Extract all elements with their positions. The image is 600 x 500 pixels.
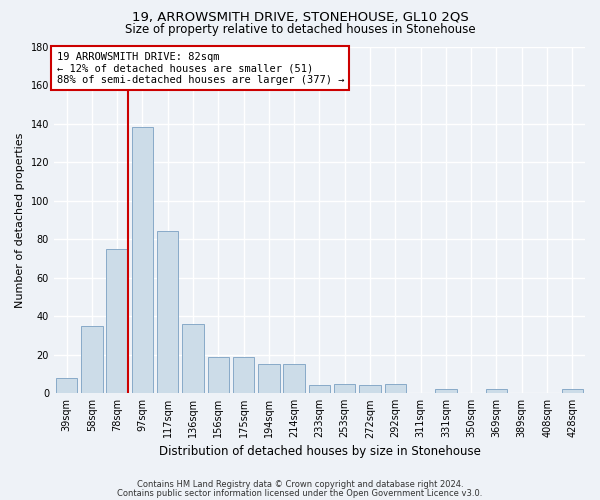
Bar bbox=[106, 248, 128, 393]
Bar bbox=[435, 390, 457, 393]
Bar bbox=[486, 390, 507, 393]
Bar bbox=[233, 356, 254, 393]
Bar bbox=[562, 390, 583, 393]
Text: Size of property relative to detached houses in Stonehouse: Size of property relative to detached ho… bbox=[125, 22, 475, 36]
Text: Contains public sector information licensed under the Open Government Licence v3: Contains public sector information licen… bbox=[118, 488, 482, 498]
Y-axis label: Number of detached properties: Number of detached properties bbox=[15, 132, 25, 308]
Text: 19, ARROWSMITH DRIVE, STONEHOUSE, GL10 2QS: 19, ARROWSMITH DRIVE, STONEHOUSE, GL10 2… bbox=[131, 10, 469, 23]
Bar bbox=[359, 386, 381, 393]
Bar bbox=[208, 356, 229, 393]
Bar bbox=[182, 324, 204, 393]
Bar bbox=[81, 326, 103, 393]
Bar bbox=[131, 128, 153, 393]
X-axis label: Distribution of detached houses by size in Stonehouse: Distribution of detached houses by size … bbox=[158, 444, 481, 458]
Bar bbox=[385, 384, 406, 393]
Text: 19 ARROWSMITH DRIVE: 82sqm
← 12% of detached houses are smaller (51)
88% of semi: 19 ARROWSMITH DRIVE: 82sqm ← 12% of deta… bbox=[56, 52, 344, 85]
Bar bbox=[283, 364, 305, 393]
Bar bbox=[258, 364, 280, 393]
Bar bbox=[56, 378, 77, 393]
Bar bbox=[309, 386, 330, 393]
Bar bbox=[334, 384, 355, 393]
Bar bbox=[157, 232, 178, 393]
Text: Contains HM Land Registry data © Crown copyright and database right 2024.: Contains HM Land Registry data © Crown c… bbox=[137, 480, 463, 489]
